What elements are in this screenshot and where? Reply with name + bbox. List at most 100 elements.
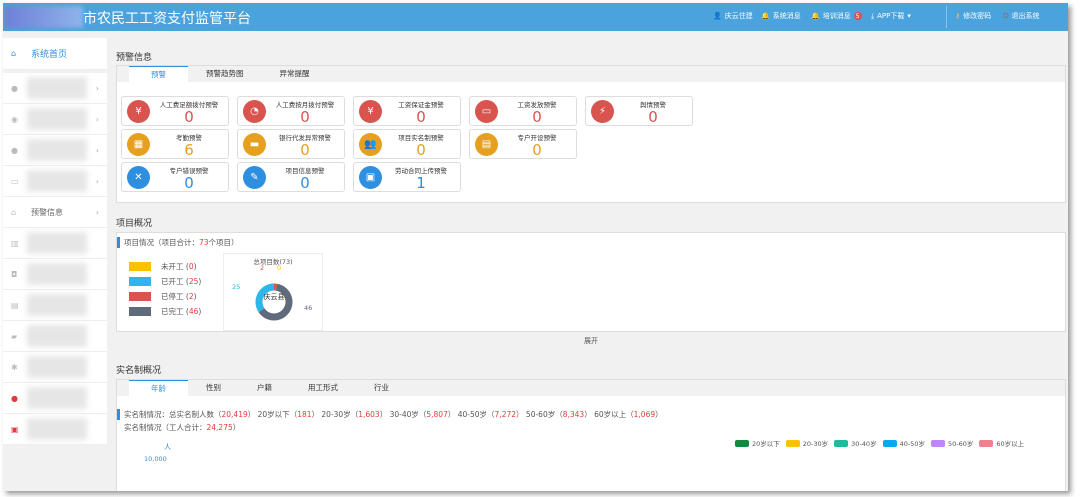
change-password-link[interactable]: ⚷ 修改密码 <box>955 12 992 20</box>
warning-card[interactable]: ¥ 人工费足额拨付预警 0 <box>121 96 229 126</box>
header: 市农民工工资支付监管平台 👤 庆云住建 🔔 系统消息 🔔 培训消息 5 ⤓ APP下载 ▾ … <box>3 3 1068 31</box>
card-value: 0 <box>416 141 426 159</box>
bank-card-icon: ▬ <box>243 133 266 156</box>
chevron-right-icon: › <box>95 145 99 155</box>
legend-item: 已开工 (25) <box>129 276 201 287</box>
bell-icon: 🔔 <box>811 12 820 20</box>
realname-panel: 年龄 性别 户籍 用工形式 行业 实名制情况：总实名制人数（20,419） 20岁以下（… <box>116 379 1066 491</box>
count-badge: 5 <box>853 12 862 20</box>
id-card-icon: ▤ <box>475 133 498 156</box>
sidebar-item[interactable]: ▭ › <box>3 166 107 197</box>
sidebar-item[interactable]: ✱ <box>3 352 107 383</box>
warning-card[interactable]: ▤ 专户开设预警 0 <box>469 129 577 159</box>
logout-link[interactable]: ⏻ 退出系统 <box>1003 11 1040 21</box>
power-icon: ⏻ <box>1003 11 1009 20</box>
warning-panel: 预警 预警趋势图 异常提醒 ¥ 人工费足额拨付预警 0 ◔ 人工费按月拨付预警 0 ¥ 工资保证金… <box>116 65 1066 203</box>
training-message-link[interactable]: 🔔 培训消息 5 <box>811 11 862 21</box>
sidebar-item[interactable]: ● › <box>3 135 107 166</box>
card-name: 项目实名制预警 <box>398 134 444 142</box>
sidebar: ⌂ 系统首页 ● › ◉ › ● › ▭ › ⌂ 预警信息 › ▥ ◘ ▤ ▰ ✱ ● ▣ <box>3 38 107 488</box>
card-icon: ▭ <box>11 176 19 186</box>
legend-item[interactable]: 30-40岁 <box>834 438 877 448</box>
tab[interactable]: 年龄 <box>129 380 188 396</box>
sidebar-item[interactable]: ⌂ 系统首页 <box>3 38 107 70</box>
redacted-label <box>27 418 87 440</box>
legend-item[interactable]: 20-30岁 <box>785 438 828 448</box>
warning-tabs: 预警 预警趋势图 异常提醒 <box>117 66 1065 82</box>
legend-item[interactable]: 20岁以下 <box>735 438 780 448</box>
divider <box>946 6 947 28</box>
badge-icon: ● <box>11 83 18 93</box>
card-name: 考勤预警 <box>176 134 202 142</box>
sidebar-item[interactable]: ● › <box>3 73 107 104</box>
sidebar-item-label: 预警信息 <box>31 207 63 217</box>
donut-label-notstarted: 0 <box>277 264 282 272</box>
redacted-label <box>27 108 87 130</box>
chevron-right-icon: › <box>95 207 99 217</box>
warning-card[interactable]: ▭ 工资发放预警 0 <box>469 96 577 126</box>
card-name: 工资发放预警 <box>517 101 557 109</box>
tab[interactable]: 行业 <box>374 383 389 392</box>
legend-swatch <box>129 262 151 271</box>
card-name: 工资保证金预警 <box>398 101 444 109</box>
expand-button[interactable]: 展开 <box>584 337 598 345</box>
contract-icon: ▣ <box>359 166 382 189</box>
sidebar-item[interactable]: ● <box>3 383 107 414</box>
card-value: 0 <box>532 141 542 159</box>
coin-icon: ◔ <box>243 100 266 123</box>
app-download-dropdown[interactable]: ⤓ APP下载 ▾ <box>871 11 911 21</box>
sidebar-item[interactable]: ▣ <box>3 414 107 445</box>
sidebar-item[interactable]: ◘ <box>3 259 107 290</box>
legend-swatch <box>735 439 749 447</box>
card-value: 6 <box>184 141 194 159</box>
donut-title: 总项目数(73) <box>253 258 293 266</box>
tab[interactable]: 预警趋势图 <box>206 69 244 78</box>
card-value: 0 <box>184 174 194 192</box>
chart-icon: ▥ <box>11 238 19 248</box>
tab[interactable]: 异常提醒 <box>279 69 310 78</box>
sidebar-item[interactable]: ◉ › <box>3 104 107 135</box>
sidebar-item[interactable]: ▤ <box>3 290 107 321</box>
app-window: 市农民工工资支付监管平台 👤 庆云住建 🔔 系统消息 🔔 培训消息 5 ⤓ APP下载 ▾ … <box>3 3 1068 491</box>
user-menu[interactable]: 👤 庆云住建 <box>713 12 753 20</box>
warning-card[interactable]: ▬ 银行代发异常预警 0 <box>237 129 345 159</box>
tab[interactable]: 性别 <box>206 383 221 392</box>
donut-label-stopped: 2 <box>260 264 265 272</box>
warning-card[interactable]: ▦ 考勤预警 6 <box>121 129 229 159</box>
tab[interactable]: 用工形式 <box>308 383 338 392</box>
chevron-right-icon: › <box>95 176 99 186</box>
app-title: 市农民工工资支付监管平台 <box>83 11 251 27</box>
logo <box>5 6 83 28</box>
legend-swatch <box>834 439 849 447</box>
close-circle-icon: ✕ <box>127 166 150 189</box>
donut-label-completed: 46 <box>304 304 313 312</box>
redacted-label <box>27 387 87 409</box>
tab[interactable]: 预警 <box>129 66 188 82</box>
sidebar-item[interactable]: ⌂ 预警信息 › <box>3 197 107 228</box>
legend-item[interactable]: 40-50岁 <box>882 438 925 448</box>
sidebar-item[interactable]: ▰ <box>3 321 107 352</box>
home-icon: ⌂ <box>11 49 17 58</box>
legend-label: 未开工 (0) <box>161 262 197 271</box>
system-message-link[interactable]: 🔔 系统消息 <box>761 12 801 20</box>
sidebar-item-label: 系统首页 <box>31 50 68 60</box>
warning-card[interactable]: ✎ 项目信息预警 0 <box>237 162 345 192</box>
legend-swatch <box>930 439 945 447</box>
sidebar-item[interactable]: ▥ <box>3 228 107 259</box>
warning-card[interactable]: ¥ 工资保证金预警 0 <box>353 96 461 126</box>
warning-card[interactable]: ▣ 劳动合同上传预警 1 <box>353 162 461 192</box>
warning-card[interactable]: ⚡ 舆情预警 0 <box>585 96 693 126</box>
tab[interactable]: 户籍 <box>257 383 272 392</box>
card-name: 劳动合同上传预警 <box>395 167 447 175</box>
card-value: 0 <box>532 108 542 126</box>
card-name: 项目信息预警 <box>285 167 325 175</box>
warning-card[interactable]: ◔ 人工费按月拨付预警 0 <box>237 96 345 126</box>
y-axis-unit: 人 <box>164 443 171 451</box>
warning-card[interactable]: 👥 项目实名制预警 0 <box>353 129 461 159</box>
realname-tabs: 年龄 性别 户籍 用工形式 行业 <box>117 380 1065 396</box>
legend-item[interactable]: 50-60岁 <box>930 438 973 448</box>
card-name: 专户开设预警 <box>517 134 557 142</box>
warning-card[interactable]: ✕ 专户错误预警 0 <box>121 162 229 192</box>
legend-item[interactable]: 60岁以上 <box>979 438 1024 448</box>
book-icon: ▰ <box>11 331 18 341</box>
